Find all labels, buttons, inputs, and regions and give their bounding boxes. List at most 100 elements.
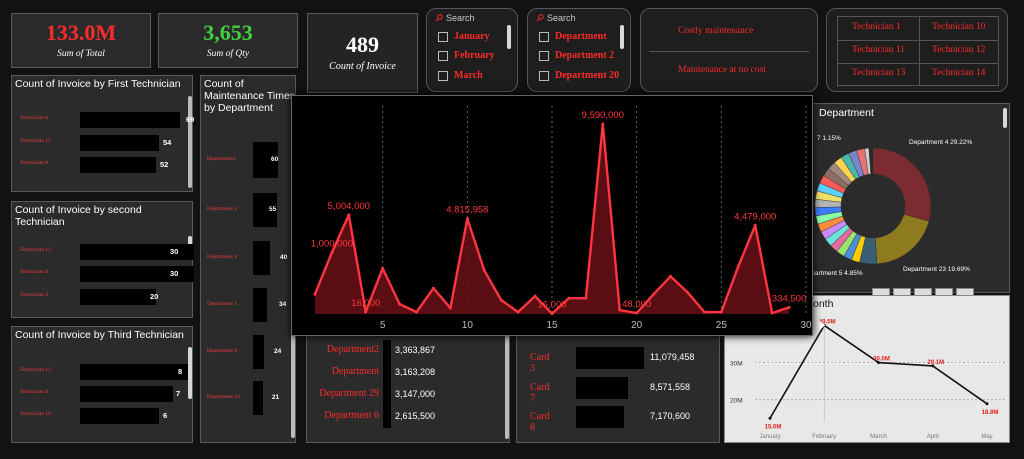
department-item-label: Department 20 <box>555 70 620 81</box>
data-label: 4,479,000 <box>734 211 776 222</box>
data-point <box>787 305 791 309</box>
series-line <box>769 324 988 419</box>
technician-button-14[interactable]: Technician 14 <box>932 68 986 78</box>
kpi-invoice-label: Count of Invoice <box>329 61 396 72</box>
bar[interactable] <box>80 244 194 260</box>
department-item-0[interactable]: Department <box>539 31 607 42</box>
bar[interactable] <box>383 384 391 406</box>
data-label: 16,000 <box>537 300 566 311</box>
costly-maintenance-label: Costly maintenance <box>678 26 754 36</box>
filter-icon[interactable] <box>935 288 953 296</box>
data-point <box>533 294 537 298</box>
focus-mode-icon[interactable] <box>956 288 974 296</box>
department-search-label: Search <box>547 13 576 23</box>
data-point <box>347 213 351 217</box>
list-item: Technician 12 54 <box>20 135 182 151</box>
drill-down-icon[interactable] <box>893 288 911 296</box>
checkbox[interactable] <box>539 31 549 42</box>
data-point <box>601 122 605 126</box>
kpi-total-value: 133.0M <box>45 20 117 45</box>
technician-button-10[interactable]: Technician 10 <box>932 22 986 32</box>
bar[interactable] <box>383 362 391 384</box>
data-point <box>330 251 334 255</box>
bar[interactable] <box>253 193 277 227</box>
no-cost-maintenance-button[interactable]: Maintenance at no cost <box>641 52 817 92</box>
checkbox[interactable] <box>539 50 549 61</box>
kpi-qty-label: Sum of Qty <box>206 49 250 59</box>
bar[interactable] <box>253 241 270 275</box>
bar[interactable] <box>80 289 156 305</box>
checkbox[interactable] <box>438 70 448 81</box>
x-tick-label: 20 <box>631 320 643 331</box>
bar[interactable] <box>576 377 628 399</box>
row-value: 11,079,458 <box>650 352 695 362</box>
technician-button-1[interactable]: Technician 1 <box>852 22 901 32</box>
bar[interactable] <box>576 347 644 369</box>
row-label: Department 29 <box>319 388 379 399</box>
data-point <box>753 223 757 227</box>
month-item-0[interactable]: January <box>438 31 490 42</box>
bar[interactable] <box>80 364 188 380</box>
third-technician-scrollbar[interactable] <box>188 347 192 399</box>
bar[interactable] <box>80 135 159 151</box>
data-label: 334,500 <box>772 293 806 304</box>
month-scrollbar[interactable] <box>507 25 511 49</box>
drill-up-icon[interactable] <box>872 288 890 296</box>
bar[interactable] <box>383 340 391 362</box>
month-item-1[interactable]: February <box>438 50 495 61</box>
bar[interactable] <box>80 266 194 282</box>
bar[interactable] <box>253 335 264 369</box>
department-item-2[interactable]: Department 20 <box>539 70 619 81</box>
bar[interactable] <box>80 112 180 128</box>
data-point <box>567 296 571 300</box>
bar[interactable] <box>80 386 173 402</box>
daily-total-chart-svg: 5 10 15 20 25 30 1,000,000 5,004,000 16,000 4,815… <box>311 106 812 331</box>
data-label: 1,000,000 <box>311 239 353 250</box>
row-value: 6 <box>163 411 168 420</box>
row-label: Technician 9 <box>20 389 49 395</box>
row-value: 30 <box>170 247 179 256</box>
kpi-card-invoice: 489 Count of Invoice <box>307 13 418 93</box>
month-search[interactable]: Search <box>435 13 475 23</box>
bar[interactable] <box>253 381 263 415</box>
checkbox[interactable] <box>539 70 549 81</box>
technician-button-11[interactable]: Technician 11 <box>852 45 906 55</box>
divider <box>838 40 998 41</box>
department-total-scrollbar[interactable] <box>505 335 509 439</box>
department-maintenance-chart: Count of Maintenance Times by Department… <box>200 75 296 443</box>
first-technician-title: Count of Invoice by First Technician <box>15 78 181 90</box>
department-search[interactable]: Search <box>536 13 576 23</box>
checkbox[interactable] <box>438 31 448 42</box>
kpi-qty-value: 3,653 <box>203 20 253 45</box>
data-point <box>516 310 520 314</box>
month-item-2[interactable]: March <box>438 70 483 81</box>
y-tick-label: 20M <box>730 398 743 405</box>
department-scrollbar[interactable] <box>620 25 624 49</box>
donut-scrollbar[interactable] <box>1003 108 1007 128</box>
row-label: Department 4 <box>207 254 238 260</box>
bar[interactable] <box>383 406 391 428</box>
daily-total-chart-focus: 5 10 15 20 25 30 1,000,000 5,004,000 16,000 4,815… <box>291 95 813 336</box>
bar[interactable] <box>80 408 159 424</box>
first-technician-scrollbar[interactable] <box>188 96 192 188</box>
row-label: Technician 12 <box>20 367 51 373</box>
bar[interactable] <box>576 406 624 428</box>
data-point <box>313 292 317 296</box>
list-item: Technician 8 52 <box>20 157 182 173</box>
data-label: 4,815,958 <box>446 205 488 216</box>
expand-icon[interactable] <box>914 288 932 296</box>
technician-button-12[interactable]: Technician 12 <box>932 45 986 55</box>
kpi-card-qty: 3,653 Sum of Qty <box>158 13 298 68</box>
second-technician-scrollbar[interactable] <box>188 236 192 250</box>
department-item-1[interactable]: Department 2 <box>539 50 614 61</box>
data-point <box>415 310 419 314</box>
row-value: 20 <box>150 292 159 301</box>
costly-maintenance-button[interactable]: Costly maintenance <box>641 9 817 51</box>
checkbox[interactable] <box>438 50 448 61</box>
bar[interactable] <box>253 288 267 322</box>
data-label: 29.1M <box>927 360 944 366</box>
technician-button-13[interactable]: Technician 13 <box>852 68 906 78</box>
donut-label: Department 5 4.85% <box>803 270 863 277</box>
bar[interactable] <box>80 157 156 173</box>
bar[interactable] <box>253 142 278 178</box>
